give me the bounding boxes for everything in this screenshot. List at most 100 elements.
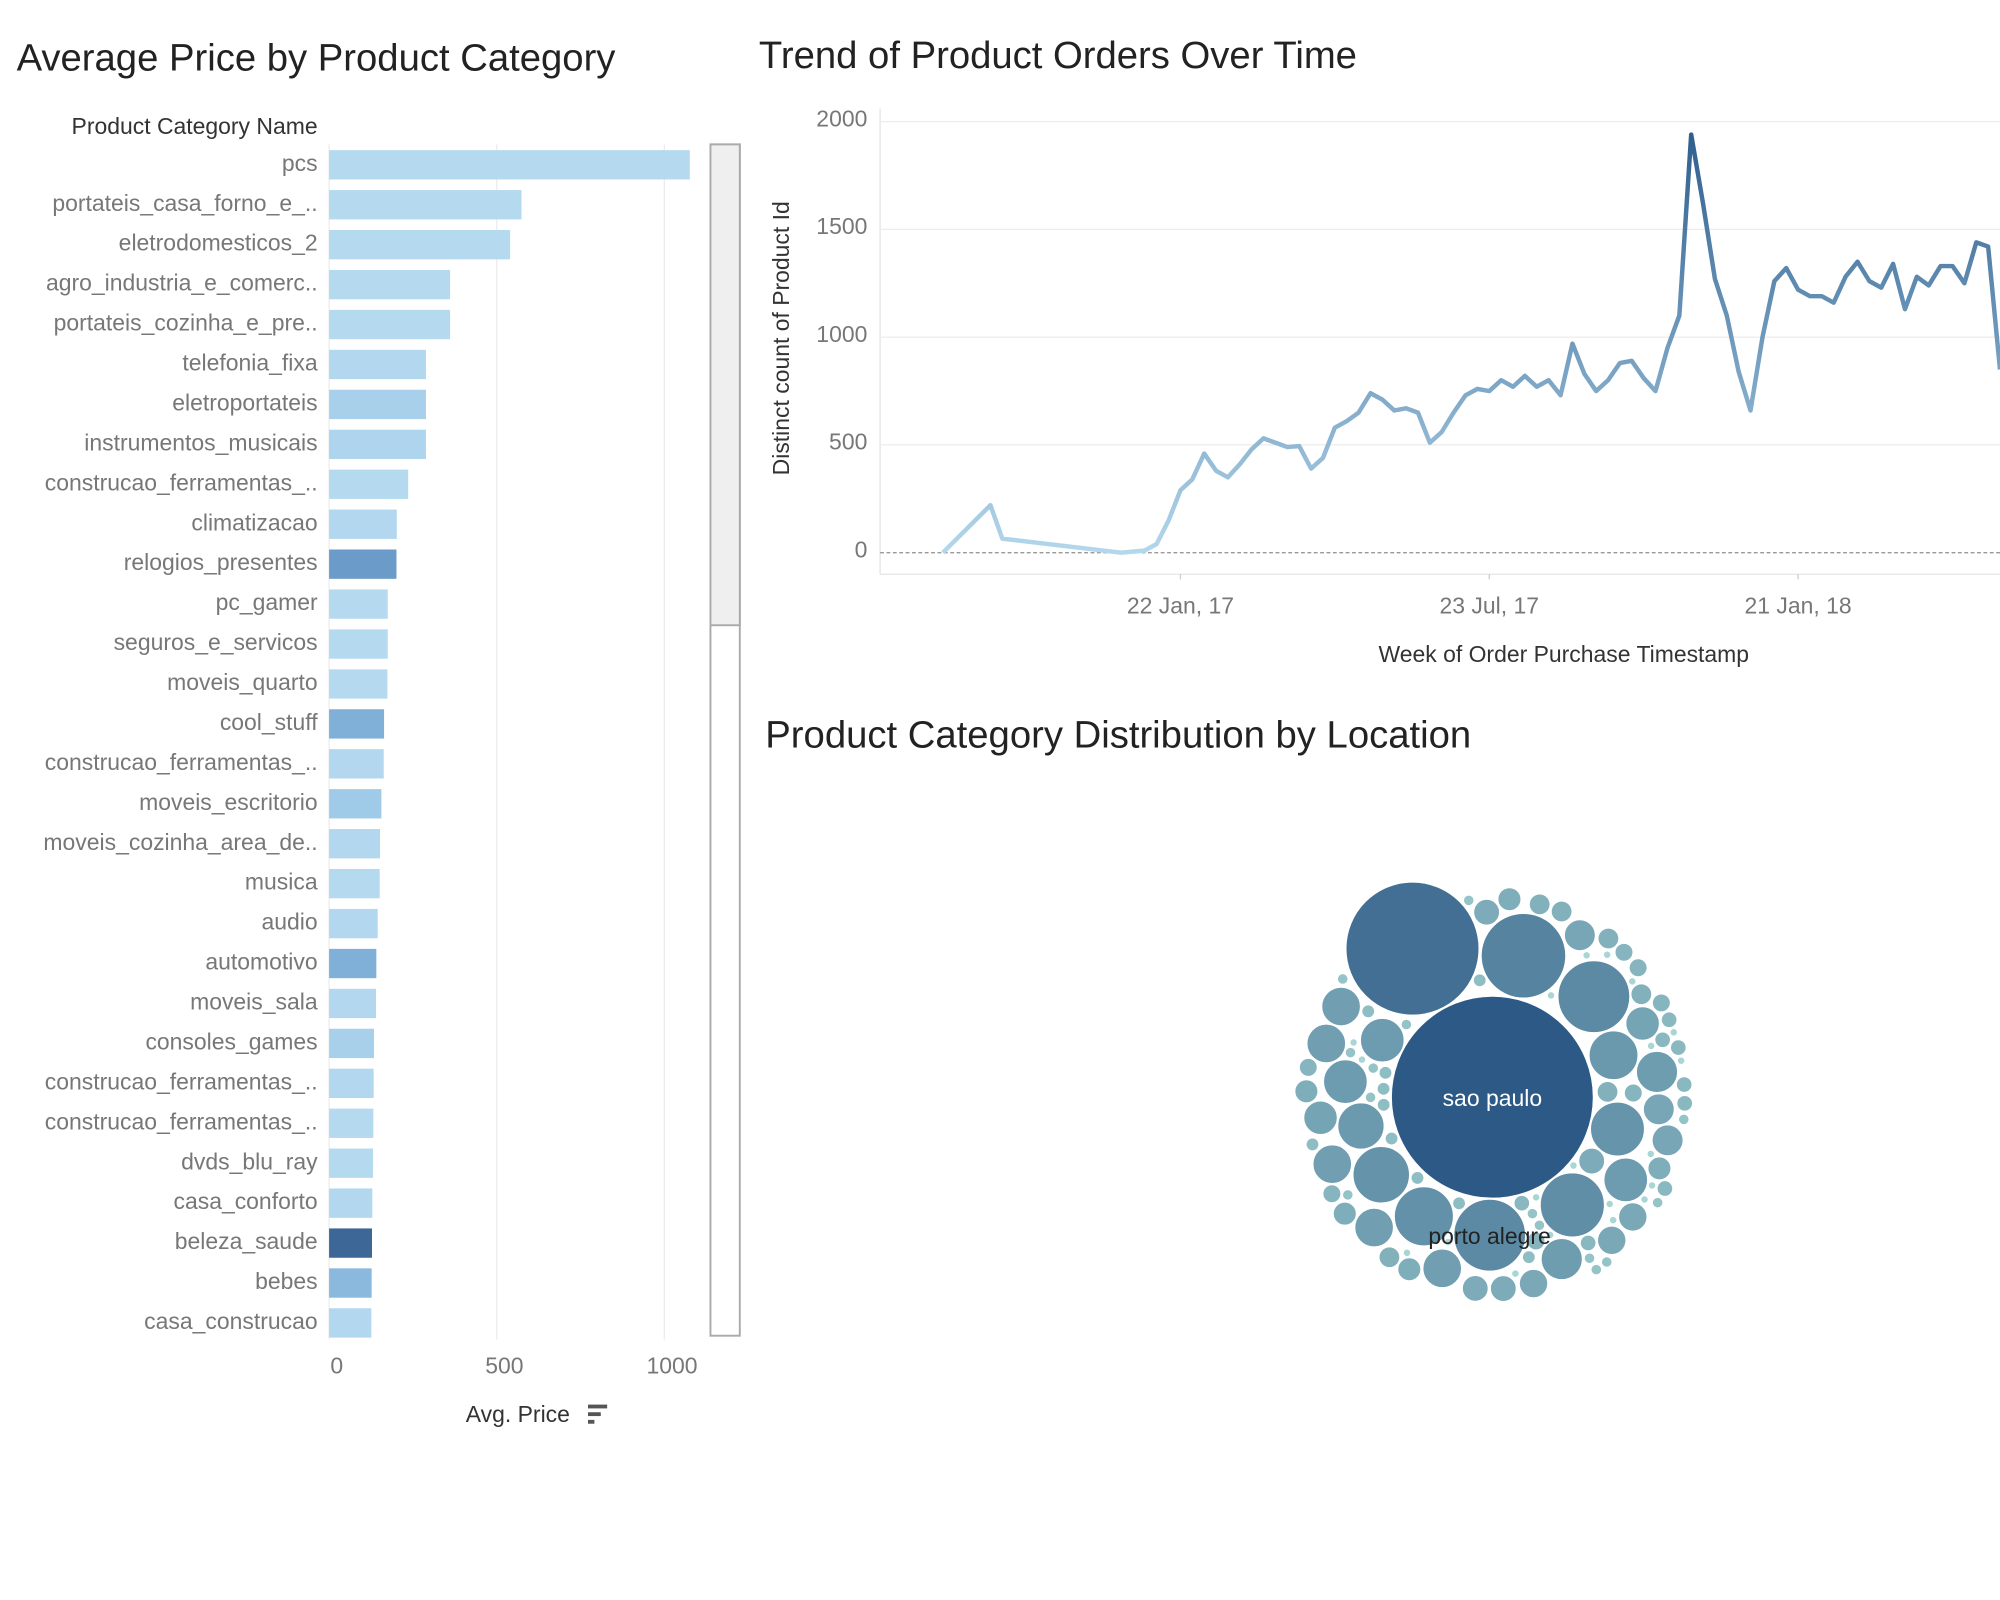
bubble <box>1652 993 1671 1013</box>
line-y-label: Distinct count of Product Id <box>768 201 794 475</box>
category-label: eletrodomesticos_2 <box>119 230 318 256</box>
category-label: construcao_ferramentas_.. <box>45 749 318 775</box>
bar-x-label: Avg. Price <box>466 1401 570 1427</box>
bubble <box>1597 1081 1619 1103</box>
category-label: bebes <box>255 1268 318 1294</box>
bubble <box>1628 977 1637 986</box>
bubble <box>1564 919 1596 951</box>
bar <box>329 1108 374 1138</box>
bubble <box>1654 1031 1671 1048</box>
bubble <box>1305 1137 1320 1151</box>
category-label: eletroportateis <box>172 389 317 415</box>
category-label: casa_construcao <box>144 1308 317 1334</box>
category-label: automotivo <box>205 949 317 975</box>
bubble <box>1578 1148 1605 1175</box>
bubble <box>1462 1275 1489 1302</box>
category-label: moveis_escritorio <box>139 789 317 815</box>
bar <box>329 269 451 300</box>
x-tick-label: 21 Jan, 18 <box>1745 592 1852 618</box>
bubble <box>1597 1225 1627 1255</box>
x-tick-label: 1000 <box>646 1353 697 1379</box>
bar <box>329 988 377 1019</box>
bubble <box>1526 1231 1546 1251</box>
category-label: beleza_saude <box>175 1228 318 1254</box>
bubble <box>1625 1006 1660 1041</box>
bubble <box>1349 1038 1358 1047</box>
bar <box>329 868 380 899</box>
bar <box>329 1148 373 1178</box>
bubble <box>1391 996 1594 1199</box>
y-tick-label: 1500 <box>816 213 867 239</box>
x-tick-label: 22 Jan, 17 <box>1127 592 1234 618</box>
bubble <box>1656 1180 1673 1197</box>
bubble <box>1541 1238 1583 1280</box>
bubble <box>1513 1195 1530 1212</box>
bubble <box>1676 1076 1693 1093</box>
bubble <box>1378 1246 1400 1268</box>
bubble <box>1463 894 1475 906</box>
bubble <box>1367 1062 1379 1074</box>
category-label: portateis_cozinha_e_pre.. <box>54 310 318 336</box>
bubble <box>1532 1193 1540 1202</box>
bar <box>329 749 384 779</box>
bubble <box>1410 1171 1425 1185</box>
bubble <box>1323 1059 1368 1104</box>
bar <box>329 1228 372 1258</box>
bar-y-label: Product Category Name <box>72 113 318 139</box>
bar <box>329 190 522 220</box>
bubble <box>1385 1131 1399 1146</box>
bubble <box>1609 1216 1618 1225</box>
bubble <box>1643 1093 1675 1125</box>
bar <box>329 389 426 420</box>
bubble <box>1522 1250 1536 1264</box>
category-label: relogios_presentes <box>124 549 318 575</box>
bubble <box>1603 950 1612 959</box>
bubble <box>1490 1275 1517 1302</box>
bubble <box>1569 1161 1578 1170</box>
bubble-label: sao paulo <box>1443 1085 1542 1111</box>
bar <box>329 1188 373 1218</box>
y-tick-label: 2000 <box>816 105 867 131</box>
category-label: pcs <box>282 150 318 176</box>
category-label: agro_industria_e_comerc.. <box>46 270 318 296</box>
x-tick-label: 0 <box>330 1353 343 1379</box>
bubble <box>1337 1102 1385 1150</box>
bubble <box>1497 887 1522 911</box>
sort-icon[interactable] <box>588 1404 608 1424</box>
x-tick-label: 500 <box>485 1353 523 1379</box>
bubble <box>1299 1058 1318 1077</box>
category-label: construcao_ferramentas_.. <box>45 1108 318 1134</box>
bubble <box>1661 1011 1678 1028</box>
bar <box>329 1308 372 1338</box>
y-tick-label: 500 <box>829 429 867 455</box>
category-label: dvds_blu_ray <box>181 1148 318 1174</box>
line-title: Trend of Product Orders Over Time <box>759 34 1357 77</box>
bar <box>329 150 690 180</box>
bar <box>329 908 378 939</box>
bubble <box>1582 951 1591 960</box>
bubble <box>1647 1042 1656 1050</box>
bar <box>329 469 409 499</box>
scrollbar[interactable] <box>709 143 741 1337</box>
bubble <box>1511 1269 1520 1278</box>
bubble <box>1640 1195 1649 1204</box>
bubble <box>1624 1083 1643 1103</box>
category-label: moveis_sala <box>190 989 318 1015</box>
y-tick-label: 0 <box>855 536 868 562</box>
bar <box>329 1068 374 1099</box>
bar <box>329 589 388 619</box>
bar <box>329 1028 375 1059</box>
bubble <box>1551 900 1573 923</box>
category-label: audio <box>261 909 317 935</box>
category-label: casa_conforto <box>174 1188 318 1214</box>
bubble <box>1303 1100 1338 1135</box>
bubble <box>1473 973 1487 987</box>
bubble <box>1376 1082 1391 1096</box>
trend-line <box>941 132 2000 555</box>
bubble <box>1618 1202 1648 1232</box>
category-label: cool_stuff <box>220 709 318 735</box>
bubble <box>1546 1231 1555 1239</box>
bubble <box>1444 1238 1452 1246</box>
bubble <box>1614 943 1634 962</box>
bubble <box>1676 1095 1693 1112</box>
